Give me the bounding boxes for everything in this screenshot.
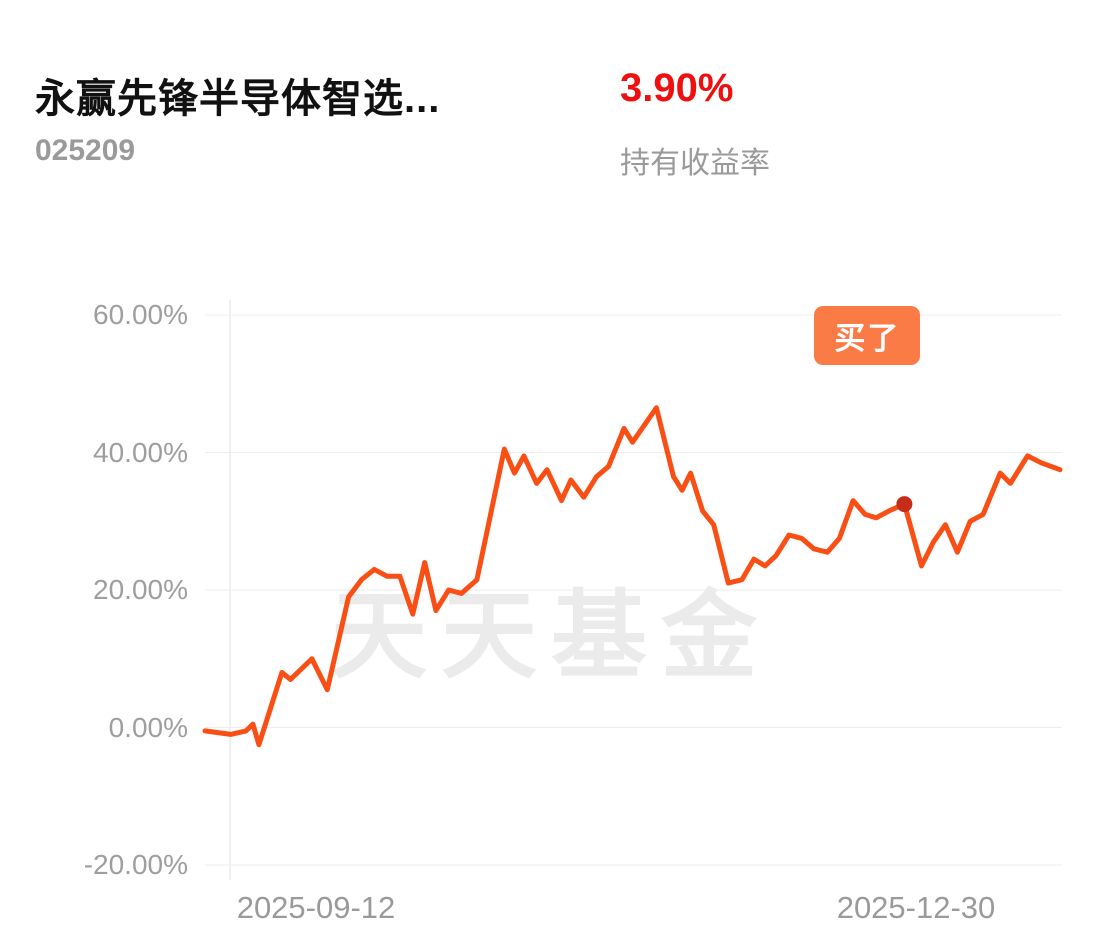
y-axis-tick: 20.00% [93, 574, 188, 605]
return-trend-chart[interactable]: 天天基金 60.00% 40.00% 20.00% 0.00% -20.00% 2025… [0, 280, 1102, 951]
gridlines [205, 300, 1062, 880]
y-axis-tick: 40.00% [93, 436, 188, 468]
return-line-series [202, 405, 1063, 748]
holding-return-label: 持有收益率 [620, 147, 770, 180]
y-axis-tick: -20.00% [83, 849, 188, 880]
y-axis-tick: 0.00% [108, 711, 188, 743]
y-axis-tick: 60.00% [93, 299, 188, 330]
x-axis-tick-end: 2025-12-30 [836, 890, 996, 925]
y-axis: 60.00% 40.00% 20.00% 0.00% -20.00% [0, 280, 200, 880]
buy-marker [896, 360, 913, 870]
buy-marker-tooltip[interactable]: 买了 [814, 306, 921, 365]
line-chart-canvas[interactable] [0, 280, 1102, 880]
fund-name: 永赢先锋半导体智选... [35, 77, 441, 121]
holding-return-value: 3.90% [620, 66, 734, 110]
x-axis: 2025-09-12 2025-12-30 [0, 888, 1102, 928]
fund-header: 永赢先锋半导体智选... 025209 3.90% 持有收益率 [0, 0, 1102, 200]
x-axis-tick-start: 2025-09-12 [236, 890, 396, 925]
fund-code: 025209 [35, 134, 136, 167]
